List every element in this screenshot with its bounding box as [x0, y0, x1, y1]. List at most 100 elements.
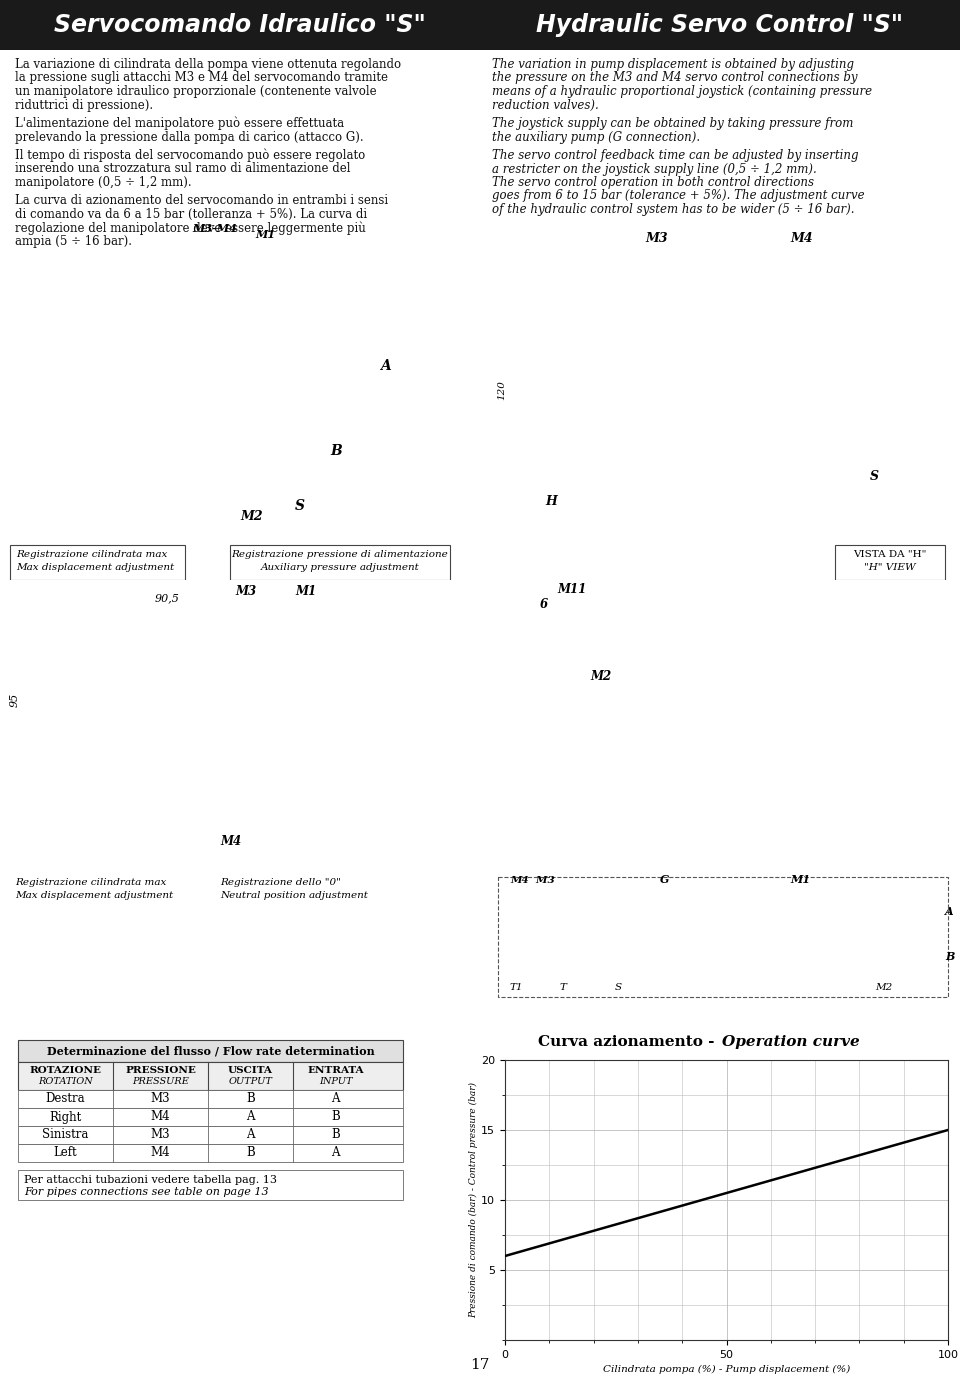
- Text: M2: M2: [240, 510, 263, 524]
- Bar: [18, 1170, 403, 1200]
- X-axis label: Cilindrata pompa (%) - Pump displacement (%): Cilindrata pompa (%) - Pump displacement…: [603, 1366, 851, 1374]
- Text: ampia (5 ÷ 16 bar).: ampia (5 ÷ 16 bar).: [15, 236, 132, 248]
- Text: Left: Left: [54, 1146, 78, 1159]
- Text: M4: M4: [790, 232, 812, 245]
- Text: Max displacement adjustment: Max displacement adjustment: [15, 892, 173, 900]
- Text: T: T: [560, 983, 566, 992]
- Text: H: H: [545, 495, 557, 508]
- Text: ROTAZIONE: ROTAZIONE: [30, 1067, 102, 1075]
- Text: T1: T1: [510, 983, 523, 992]
- Text: A: A: [247, 1111, 254, 1123]
- Bar: [5, 580, 460, 870]
- Bar: [0, 0, 480, 50]
- Text: S: S: [295, 499, 305, 513]
- Text: PRESSURE: PRESSURE: [132, 1078, 189, 1086]
- Text: riduttrici di pressione).: riduttrici di pressione).: [15, 98, 154, 112]
- Text: B: B: [246, 1093, 254, 1105]
- Bar: [18, 1040, 403, 1062]
- Text: regolazione del manipolatore deve essere leggermente più: regolazione del manipolatore deve essere…: [15, 222, 366, 236]
- Bar: [490, 875, 955, 1005]
- Text: la pressione sugli attacchi M3 e M4 del servocomando tramite: la pressione sugli attacchi M3 e M4 del …: [15, 72, 388, 84]
- Text: reduction valves).: reduction valves).: [492, 98, 599, 112]
- Text: Servocomando Idraulico "S": Servocomando Idraulico "S": [54, 12, 426, 37]
- Text: ROTATION: ROTATION: [38, 1078, 93, 1086]
- Text: Per attacchi tubazioni vedere tabella pag. 13: Per attacchi tubazioni vedere tabella pa…: [24, 1175, 277, 1185]
- Text: 120: 120: [497, 380, 506, 400]
- Bar: [5, 215, 470, 546]
- Text: Registrazione cilindrata max: Registrazione cilindrata max: [15, 878, 166, 887]
- Text: Neutral position adjustment: Neutral position adjustment: [220, 892, 368, 900]
- Text: The servo control operation in both control directions: The servo control operation in both cont…: [492, 176, 814, 189]
- Text: Operation curve: Operation curve: [722, 1035, 860, 1049]
- Text: M3: M3: [151, 1129, 170, 1141]
- Text: B: B: [331, 1129, 340, 1141]
- Text: manipolatore (0,5 ÷ 1,2 mm).: manipolatore (0,5 ÷ 1,2 mm).: [15, 176, 192, 189]
- Text: Determinazione del flusso / Flow rate determination: Determinazione del flusso / Flow rate de…: [47, 1046, 374, 1057]
- Text: 90,5: 90,5: [155, 593, 180, 604]
- Text: For pipes connections see table on page 13: For pipes connections see table on page …: [24, 1186, 269, 1197]
- Text: L'alimentazione del manipolatore può essere effettuata: L'alimentazione del manipolatore può ess…: [15, 117, 344, 131]
- Text: inserendo una strozzatura sul ramo di alimentazione del: inserendo una strozzatura sul ramo di al…: [15, 163, 350, 175]
- Text: un manipolatore idraulico proporzionale (contenente valvole: un manipolatore idraulico proporzionale …: [15, 85, 376, 98]
- Text: S: S: [615, 983, 622, 992]
- Text: M1: M1: [790, 874, 810, 885]
- Text: M11: M11: [557, 583, 587, 597]
- Text: S: S: [870, 470, 879, 484]
- Text: M3: M3: [151, 1093, 170, 1105]
- Text: M4: M4: [220, 835, 241, 847]
- Bar: [835, 546, 945, 580]
- Bar: [10, 546, 185, 580]
- Text: A: A: [247, 1129, 254, 1141]
- Text: Sinistra: Sinistra: [42, 1129, 88, 1141]
- Text: Registrazione dello "0": Registrazione dello "0": [220, 878, 341, 887]
- Bar: [18, 1126, 403, 1144]
- Text: a restricter on the joystick supply line (0,5 ÷ 1,2 mm).: a restricter on the joystick supply line…: [492, 163, 817, 175]
- Text: M3-M4: M3-M4: [193, 223, 237, 234]
- Text: OUTPUT: OUTPUT: [228, 1078, 273, 1086]
- Text: Right: Right: [49, 1111, 82, 1123]
- Text: M1: M1: [295, 586, 316, 598]
- Y-axis label: Pressione di comando (bar) - Control pressure (bar): Pressione di comando (bar) - Control pre…: [469, 1082, 478, 1317]
- Text: M4: M4: [151, 1146, 170, 1159]
- Text: A: A: [380, 360, 391, 373]
- Text: the auxiliary pump (G connection).: the auxiliary pump (G connection).: [492, 131, 700, 143]
- Text: M1: M1: [255, 229, 276, 240]
- Text: La variazione di cilindrata della pompa viene ottenuta regolando: La variazione di cilindrata della pompa …: [15, 58, 401, 72]
- Text: A: A: [331, 1093, 340, 1105]
- Text: di comando va da 6 a 15 bar (tolleranza + 5%). La curva di: di comando va da 6 a 15 bar (tolleranza …: [15, 208, 367, 220]
- Text: M2: M2: [875, 983, 892, 992]
- Text: La curva di azionamento del servocomando in entrambi i sensi: La curva di azionamento del servocomando…: [15, 194, 388, 208]
- Text: goes from 6 to 15 bar (tolerance + 5%). The adjustment curve: goes from 6 to 15 bar (tolerance + 5%). …: [492, 190, 865, 203]
- Text: means of a hydraulic proportional joystick (containing pressure: means of a hydraulic proportional joysti…: [492, 85, 872, 98]
- Text: A: A: [945, 905, 953, 916]
- Bar: [230, 546, 450, 580]
- Text: Registrazione cilindrata max: Registrazione cilindrata max: [16, 550, 167, 559]
- Text: INPUT: INPUT: [319, 1078, 352, 1086]
- Text: of the hydraulic control system has to be wider (5 ÷ 16 bar).: of the hydraulic control system has to b…: [492, 203, 854, 216]
- Text: G: G: [660, 874, 669, 885]
- Text: USCITA: USCITA: [228, 1067, 273, 1075]
- Text: PRESSIONE: PRESSIONE: [125, 1067, 196, 1075]
- Bar: [490, 580, 955, 870]
- Text: 95: 95: [10, 693, 20, 707]
- Text: VISTA DA "H": VISTA DA "H": [853, 550, 926, 559]
- Text: the pressure on the M3 and M4 servo control connections by: the pressure on the M3 and M4 servo cont…: [492, 72, 857, 84]
- Text: prelevando la pressione dalla pompa di carico (attacco G).: prelevando la pressione dalla pompa di c…: [15, 131, 364, 143]
- Text: Registrazione pressione di alimentazione: Registrazione pressione di alimentazione: [231, 550, 448, 559]
- Text: Curva azionamento -: Curva azionamento -: [539, 1035, 720, 1049]
- Text: Auxiliary pressure adjustment: Auxiliary pressure adjustment: [260, 564, 420, 572]
- Text: B: B: [331, 1111, 340, 1123]
- Text: Destra: Destra: [46, 1093, 85, 1105]
- Text: The servo control feedback time can be adjusted by inserting: The servo control feedback time can be a…: [492, 149, 858, 163]
- Text: 17: 17: [470, 1357, 490, 1372]
- Bar: [490, 215, 955, 546]
- Bar: [18, 1108, 403, 1126]
- Bar: [18, 1144, 403, 1162]
- Text: M2: M2: [590, 670, 612, 683]
- Text: M4  M3: M4 M3: [510, 876, 555, 885]
- Text: Max displacement adjustment: Max displacement adjustment: [16, 564, 174, 572]
- Text: Il tempo di risposta del servocomando può essere regolato: Il tempo di risposta del servocomando pu…: [15, 149, 365, 163]
- Text: M3: M3: [235, 586, 256, 598]
- Bar: [18, 1090, 403, 1108]
- Text: The joystick supply can be obtained by taking pressure from: The joystick supply can be obtained by t…: [492, 117, 853, 130]
